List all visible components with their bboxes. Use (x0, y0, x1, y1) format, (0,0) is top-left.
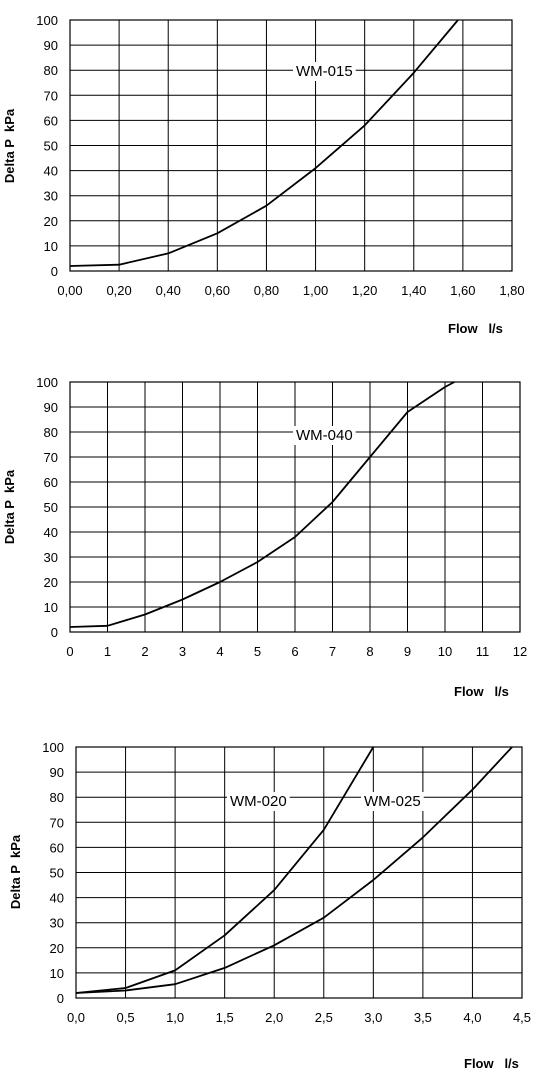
x-tick-label: 1,20 (352, 283, 377, 298)
series-label-background (293, 426, 356, 445)
y-tick-label: 100 (36, 13, 58, 28)
y-tick-label: 80 (44, 63, 58, 78)
x-tick-label: 1,40 (401, 283, 426, 298)
y-tick-label: 80 (44, 425, 58, 440)
series-label-wm-015: WM-015 (296, 63, 353, 80)
y-tick-label: 20 (50, 941, 64, 956)
series-label-wm-020: WM-020 (230, 793, 287, 810)
x-tick-label: 2 (141, 644, 148, 659)
series-line-wm-015 (69, 19, 459, 267)
x-tick-label: 5 (254, 644, 261, 659)
x-tick-label: 0,40 (156, 283, 181, 298)
x-tick-label: 12 (513, 644, 527, 659)
x-axis-label: Flow l/s (448, 321, 503, 336)
y-tick-label: 100 (36, 375, 58, 390)
x-tick-label: 3 (179, 644, 186, 659)
y-tick-label: 100 (42, 740, 64, 755)
y-axis-label: Delta P kPa (2, 108, 17, 183)
y-tick-label: 30 (44, 550, 58, 565)
x-tick-label: 1,60 (450, 283, 475, 298)
y-tick-label: 90 (44, 400, 58, 415)
x-tick-label: 4,5 (513, 1010, 531, 1025)
x-tick-label: 0,5 (117, 1010, 135, 1025)
y-tick-label: 30 (44, 189, 58, 204)
x-tick-label: 1,5 (216, 1010, 234, 1025)
x-tick-label: 2,5 (315, 1010, 333, 1025)
x-tick-label: 0,60 (205, 283, 230, 298)
chart-3: 0,0 0,5 1,0 1,5 2,0 2,5 3,0 3,5 4,0 4,5 0 10 20 30 40 5… (8, 740, 531, 1071)
x-tick-label: 3,5 (414, 1010, 432, 1025)
x-tick-label: 3,0 (364, 1010, 382, 1025)
y-tick-label: 60 (50, 840, 64, 855)
x-tick-label: 0,00 (57, 283, 82, 298)
series-label-background (227, 792, 290, 811)
y-tick-label: 70 (44, 88, 58, 103)
y-tick-label: 20 (44, 214, 58, 229)
series-line-wm-040 (69, 381, 455, 628)
x-tick-label: 9 (404, 644, 411, 659)
x-tick-label: 1,00 (303, 283, 328, 298)
y-tick-label: 40 (44, 164, 58, 179)
x-tick-label: 7 (329, 644, 336, 659)
x-tick-label: 4 (216, 644, 223, 659)
x-axis-label: Flow l/s (454, 684, 509, 699)
series-label-background (293, 62, 356, 81)
x-axis-label: Flow l/s (464, 1056, 519, 1071)
x-tick-label: 4,0 (463, 1010, 481, 1025)
y-tick-label: 60 (44, 475, 58, 490)
y-tick-label: 50 (50, 866, 64, 881)
series-label-wm-025: WM-025 (364, 793, 421, 810)
series-line-wm-025 (75, 746, 513, 994)
x-tick-label: 2,0 (265, 1010, 283, 1025)
series-line-wm-020 (75, 746, 375, 994)
plot-frame (75, 746, 523, 999)
series-label-background (361, 792, 424, 811)
y-tick-label: 0 (51, 625, 58, 640)
y-tick-label: 90 (44, 38, 58, 53)
y-tick-label: 0 (57, 991, 64, 1006)
x-tick-label: 6 (291, 644, 298, 659)
x-tick-label: 1,0 (166, 1010, 184, 1025)
y-tick-label: 70 (44, 450, 58, 465)
y-tick-label: 50 (44, 139, 58, 154)
x-tick-label: 10 (438, 644, 452, 659)
y-tick-label: 40 (50, 891, 64, 906)
series-label-wm-040: WM-040 (296, 427, 353, 444)
y-tick-label: 80 (50, 790, 64, 805)
y-tick-label: 50 (44, 500, 58, 515)
x-tick-label: 0,80 (254, 283, 279, 298)
y-tick-label: 30 (50, 916, 64, 931)
x-tick-label: 0 (66, 644, 73, 659)
y-tick-label: 10 (44, 600, 58, 615)
y-axis-label: Delta P kPa (8, 834, 23, 909)
chart-1: 0,00 0,20 0,40 0,60 0,80 1,00 1,20 1,40 1,60 1,80… (2, 13, 525, 336)
y-tick-label: 40 (44, 525, 58, 540)
x-tick-label: 0,0 (67, 1010, 85, 1025)
y-tick-label: 90 (50, 765, 64, 780)
x-tick-label: 1 (104, 644, 111, 659)
y-tick-label: 70 (50, 815, 64, 830)
chart-2: 0 1 2 3 4 5 6 7 8 9 10 11 120102030405060708090100De… (2, 375, 527, 699)
plot-frame (69, 381, 521, 633)
x-tick-label: 11 (476, 644, 490, 659)
y-tick-label: 60 (44, 113, 58, 128)
y-tick-label: 10 (50, 966, 64, 981)
x-tick-label: 8 (366, 644, 373, 659)
x-tick-label: 1,80 (499, 283, 524, 298)
y-axis-label: Delta P kPa (2, 469, 17, 544)
x-tick-label: 0,20 (106, 283, 131, 298)
plot-frame (69, 19, 513, 272)
y-tick-label: 0 (51, 264, 58, 279)
y-tick-label: 10 (44, 239, 58, 254)
y-tick-label: 20 (44, 575, 58, 590)
